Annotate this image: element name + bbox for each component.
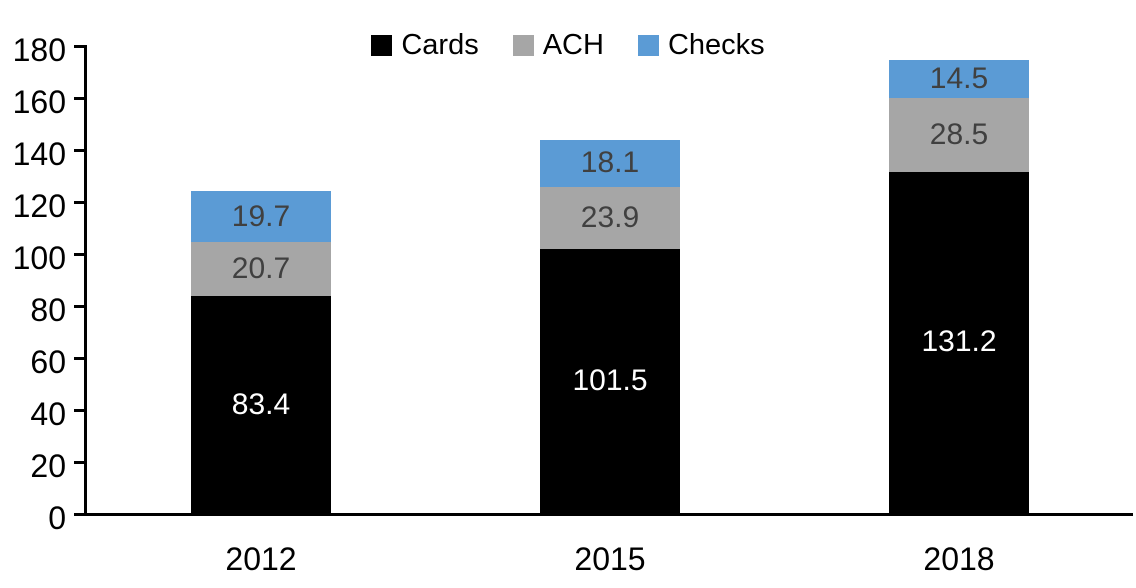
bar-segment-ach-2015: 23.9 [540, 186, 680, 250]
y-tick [74, 97, 84, 100]
chart-legend: Cards ACH Checks [0, 31, 1136, 60]
y-tick-label: 180 [12, 32, 66, 68]
bar-segment-checks-2012: 19.7 [191, 191, 331, 243]
y-tick [74, 201, 84, 204]
y-tick [74, 45, 84, 48]
x-axis-label: 2015 [574, 541, 646, 577]
y-tick [74, 409, 84, 412]
legend-swatch-cards [371, 35, 393, 56]
y-tick [74, 357, 84, 360]
bar-segment-checks-2015: 18.1 [540, 139, 680, 187]
y-tick-label: 0 [48, 500, 66, 536]
y-tick-label: 20 [30, 448, 66, 484]
segment-value-label: 28.5 [929, 117, 989, 151]
segment-value-label: 14.5 [929, 61, 989, 95]
legend-item-ach: ACH [512, 29, 604, 61]
segment-value-label: 18.1 [580, 146, 640, 180]
segment-value-label: 83.4 [231, 387, 291, 421]
bar-segment-checks-2018: 14.5 [889, 60, 1029, 98]
x-axis-label: 2018 [923, 541, 995, 577]
y-tick-label: 40 [30, 396, 66, 432]
legend-item-checks: Checks [637, 29, 765, 61]
y-tick-label: 80 [30, 292, 66, 328]
segment-value-label: 131.2 [921, 325, 997, 359]
x-axis-line [74, 513, 1133, 516]
legend-swatch-ach [512, 35, 534, 56]
segment-value-label: 23.9 [580, 201, 640, 235]
y-tick [74, 305, 84, 308]
y-tick-label: 120 [12, 188, 66, 224]
y-tick [74, 253, 84, 256]
legend-label: ACH [542, 29, 604, 61]
legend-label: Checks [667, 29, 765, 61]
segment-value-label: 101.5 [572, 364, 648, 398]
segment-value-label: 20.7 [231, 252, 291, 286]
y-tick [74, 149, 84, 152]
x-axis-label: 2012 [225, 541, 297, 577]
y-tick-label: 100 [12, 240, 66, 276]
bar-segment-cards-2018: 131.2 [889, 171, 1029, 513]
legend-swatch-checks [637, 35, 659, 56]
y-tick-label: 140 [12, 136, 66, 172]
y-tick [74, 461, 84, 464]
bar-segment-cards-2012: 83.4 [191, 296, 331, 513]
bar-segment-ach-2012: 20.7 [191, 242, 331, 297]
y-tick [74, 513, 84, 516]
y-tick-label: 160 [12, 84, 66, 120]
y-axis-line [84, 45, 87, 516]
bar-segment-cards-2015: 101.5 [540, 249, 680, 513]
bar-segment-ach-2018: 28.5 [889, 97, 1029, 172]
y-tick-label: 60 [30, 344, 66, 380]
segment-value-label: 19.7 [231, 199, 291, 233]
legend-item-cards: Cards [371, 29, 479, 61]
legend-label: Cards [401, 29, 479, 61]
